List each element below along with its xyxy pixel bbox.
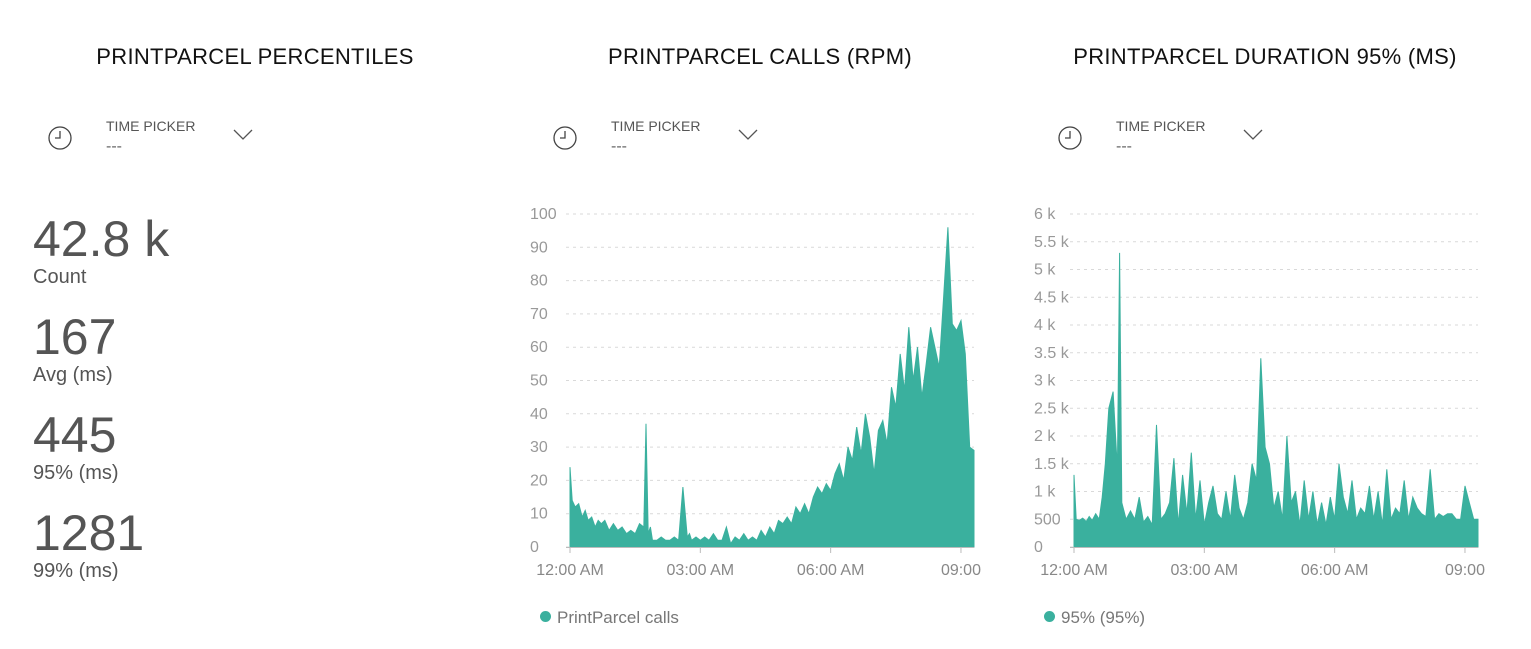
stat-p95: 445 95% (ms): [33, 408, 119, 484]
y-tick-label: 3.5 k: [1034, 345, 1070, 362]
time-picker-label: TIME PICKER: [1116, 118, 1206, 134]
percentiles-panel: PRINTPARCEL PERCENTILES TIME PICKER --- …: [0, 0, 510, 649]
y-tick-label: 70: [530, 306, 548, 323]
y-tick-label: 3 k: [1034, 373, 1056, 390]
y-tick-label: 2 k: [1034, 428, 1056, 445]
stat-value: 1281: [33, 505, 145, 561]
stat-avg: 167 Avg (ms): [33, 310, 116, 386]
legend-dot: [540, 611, 551, 622]
chevron-down-icon[interactable]: [233, 128, 253, 142]
x-tick-label: 09:00: [941, 562, 981, 579]
time-picker[interactable]: TIME PICKER ---: [1058, 118, 1268, 162]
y-tick-label: 1.5 k: [1034, 456, 1070, 473]
y-tick-label: 500: [1034, 511, 1061, 528]
stat-label: Avg (ms): [33, 364, 113, 386]
x-tick-label: 06:00 AM: [1301, 562, 1369, 579]
y-tick-label: 2.5 k: [1034, 400, 1070, 417]
x-tick-label: 06:00 AM: [797, 562, 865, 579]
stat-value: 167: [33, 309, 117, 365]
time-picker-value: ---: [611, 138, 627, 155]
time-picker-label: TIME PICKER: [106, 118, 196, 134]
y-tick-label: 30: [530, 439, 548, 456]
y-tick-label: 4.5 k: [1034, 289, 1070, 306]
legend-dot: [1044, 611, 1055, 622]
time-picker[interactable]: TIME PICKER ---: [48, 118, 258, 162]
time-picker-value: ---: [106, 138, 122, 155]
time-picker-value: ---: [1116, 138, 1132, 155]
y-tick-label: 5.5 k: [1034, 234, 1070, 251]
calls-panel: PRINTPARCEL CALLS (RPM) TIME PICKER ---: [505, 0, 1015, 649]
y-tick-label: 20: [530, 472, 548, 489]
series-area: [1073, 252, 1479, 548]
duration-title: PRINTPARCEL DURATION 95% (MS): [1073, 44, 1457, 69]
y-tick-label: 80: [530, 273, 548, 290]
legend-label: 95% (95%): [1061, 608, 1146, 627]
stat-value: 445: [33, 407, 117, 463]
stat-label: 99% (ms): [33, 560, 119, 582]
y-tick-label: 1 k: [1034, 484, 1056, 501]
x-tick-label: 03:00 AM: [1171, 562, 1239, 579]
clock-icon: [1058, 126, 1082, 150]
y-tick-label: 90: [530, 239, 548, 256]
duration-legend[interactable]: 95% (95%): [1044, 608, 1145, 628]
stat-label: Count: [33, 266, 87, 288]
x-tick-label: 09:00: [1445, 562, 1485, 579]
stat-label: 95% (ms): [33, 462, 119, 484]
y-tick-label: 10: [530, 506, 548, 523]
clock-icon: [553, 126, 577, 150]
chevron-down-icon[interactable]: [1243, 128, 1263, 142]
y-tick-label: 6 k: [1034, 206, 1056, 223]
series-area: [569, 227, 975, 548]
y-tick-label: 50: [530, 373, 548, 390]
stat-p99: 1281 99% (ms): [33, 506, 144, 582]
y-tick-label: 100: [530, 206, 557, 223]
y-tick-label: 0: [1034, 539, 1043, 556]
time-picker[interactable]: TIME PICKER ---: [553, 118, 763, 162]
stat-count: 42.8 k Count: [33, 212, 169, 288]
y-tick-label: 4 k: [1034, 317, 1056, 334]
x-tick-label: 03:00 AM: [667, 562, 735, 579]
x-tick-label: 12:00 AM: [536, 562, 604, 579]
chevron-down-icon[interactable]: [738, 128, 758, 142]
duration-panel: PRINTPARCEL DURATION 95% (MS) TIME PICKE…: [1010, 0, 1520, 649]
x-tick-label: 12:00 AM: [1040, 562, 1108, 579]
clock-icon: [48, 126, 72, 150]
calls-chart: 0 10 20 30 40 50 60 70 80 90 100 12:00 AM 03:00 AM 06…: [530, 206, 981, 579]
duration-chart: 0 500 1 k 1.5 k 2 k 2.5 k 3 k 3.5 k 4 k 4.5 k 5 k 5…: [1034, 206, 1485, 579]
y-tick-label: 40: [530, 406, 548, 423]
calls-legend[interactable]: PrintParcel calls: [540, 608, 679, 628]
y-tick-label: 5 k: [1034, 262, 1056, 279]
time-picker-label: TIME PICKER: [611, 118, 701, 134]
y-tick-label: 0: [530, 539, 539, 556]
percentiles-title: PRINTPARCEL PERCENTILES: [96, 44, 414, 69]
calls-title: PRINTPARCEL CALLS (RPM): [608, 44, 912, 69]
legend-label: PrintParcel calls: [557, 608, 679, 627]
stat-value: 42.8 k: [33, 211, 170, 267]
y-tick-label: 60: [530, 339, 548, 356]
